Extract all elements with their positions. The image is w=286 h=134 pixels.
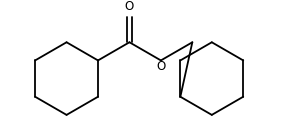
Text: O: O: [156, 60, 166, 73]
Text: O: O: [125, 0, 134, 13]
